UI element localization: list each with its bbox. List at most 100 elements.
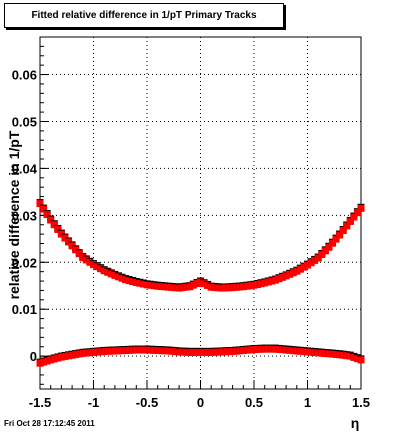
- data-point: [250, 281, 258, 289]
- data-point: [47, 216, 55, 224]
- data-point: [246, 346, 254, 354]
- data-point: [97, 348, 105, 356]
- data-point: [318, 349, 326, 357]
- data-point: [79, 254, 87, 262]
- data-point: [204, 348, 212, 356]
- x-tick-label: 0.5: [245, 395, 263, 410]
- data-point: [339, 351, 347, 359]
- data-point: [111, 271, 119, 279]
- data-point: [164, 347, 172, 355]
- data-point: [90, 348, 97, 356]
- x-tick-label: 1.5: [352, 395, 370, 410]
- data-point: [150, 346, 158, 354]
- data-point: [172, 348, 180, 356]
- data-point: [50, 355, 58, 363]
- data-point: [75, 350, 83, 358]
- data-point: [143, 281, 151, 289]
- x-tick-label: -1.5: [29, 395, 51, 410]
- data-point: [321, 349, 329, 357]
- data-point: [82, 349, 90, 357]
- data-point: [293, 267, 301, 275]
- data-point: [143, 346, 151, 354]
- data-point: [157, 347, 165, 355]
- data-point: [97, 265, 105, 273]
- data-point: [279, 273, 287, 281]
- y-tick-label: 0.04: [12, 161, 38, 176]
- data-point: [193, 280, 201, 288]
- data-point: [204, 281, 212, 289]
- data-point: [293, 347, 301, 355]
- chart-title: Fitted relative difference in 1/pT Prima…: [31, 10, 257, 21]
- data-point: [221, 284, 229, 292]
- data-point: [357, 356, 365, 364]
- data-point: [200, 280, 208, 288]
- data-point: [132, 278, 140, 286]
- data-point: [318, 250, 326, 258]
- data-point: [286, 346, 294, 354]
- data-point: [125, 346, 133, 354]
- data-point: [72, 351, 80, 359]
- data-point: [200, 348, 208, 356]
- data-point: [68, 242, 76, 250]
- data-point: [57, 230, 65, 238]
- data-point: [129, 278, 137, 286]
- y-tick-label: 0.03: [12, 208, 37, 223]
- y-axis-label: relative difference in 1/pT: [6, 130, 22, 299]
- x-tick-label: -1: [88, 395, 100, 410]
- data-point: [300, 263, 308, 271]
- x-tick-label: 0: [197, 395, 204, 410]
- data-point: [325, 350, 333, 358]
- data-point: [90, 261, 97, 269]
- data-point: [350, 353, 358, 361]
- data-point: [264, 345, 272, 353]
- data-point: [50, 221, 58, 229]
- data-point: [353, 355, 361, 363]
- data-point: [243, 282, 251, 290]
- data-point: [172, 284, 180, 292]
- data-point: [86, 349, 94, 357]
- grid-lines: [39, 37, 362, 389]
- data-point: [100, 347, 108, 355]
- data-point: [211, 348, 219, 356]
- data-point: [311, 349, 319, 357]
- data-point: [157, 283, 165, 291]
- data-point: [343, 222, 351, 230]
- data-point: [225, 348, 233, 356]
- y-tick-label: 0.02: [12, 255, 37, 270]
- data-point: [261, 345, 269, 353]
- data-point: [40, 358, 48, 366]
- data-point: [189, 281, 197, 289]
- data-point: [65, 238, 73, 246]
- y-tick-label: 0.06: [12, 68, 37, 83]
- data-point: [257, 345, 265, 353]
- x-tick-label: 1: [304, 395, 311, 410]
- data-point: [161, 283, 169, 291]
- data-point: [232, 347, 240, 355]
- data-point: [147, 346, 155, 354]
- data-point: [54, 354, 62, 362]
- data-point: [175, 348, 183, 356]
- data-point: [197, 348, 204, 356]
- data-point: [264, 278, 272, 286]
- data-point: [57, 353, 65, 361]
- x-axis-label: η: [351, 415, 360, 431]
- data-point: [218, 348, 226, 356]
- data-point: [207, 283, 215, 291]
- data-point: [186, 348, 194, 356]
- y-tick-label: 0.01: [12, 302, 37, 317]
- data-point: [179, 284, 187, 292]
- data-point: [218, 284, 226, 292]
- data-point: [214, 348, 222, 356]
- data-point: [43, 357, 51, 365]
- data-point: [300, 348, 308, 356]
- data-point: [86, 258, 94, 266]
- data-point: [307, 259, 315, 267]
- data-point: [107, 347, 115, 355]
- data-point: [211, 283, 219, 291]
- data-point: [314, 254, 322, 262]
- data-point: [311, 256, 319, 264]
- data-point: [132, 346, 140, 354]
- data-point: [232, 283, 240, 291]
- data-series: [36, 199, 365, 367]
- data-point: [150, 282, 158, 290]
